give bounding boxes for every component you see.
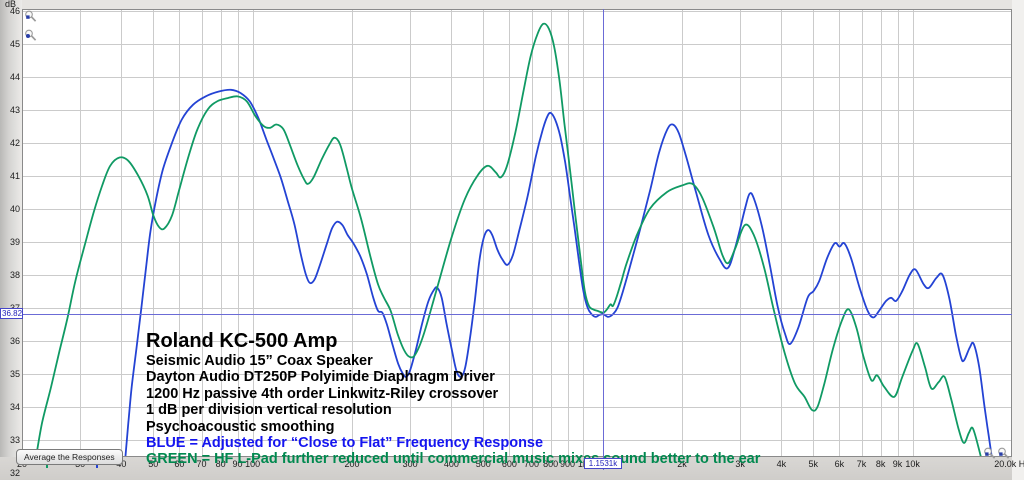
- annotation-line: Psychoacoustic smoothing: [146, 418, 335, 435]
- plot-border: [22, 9, 1012, 457]
- top-margin: [0, 0, 1024, 9]
- x-tick-label: 300: [402, 459, 418, 469]
- x-tick-label: 800: [543, 459, 559, 469]
- x-tick-label: 20.0k Hz: [994, 459, 1024, 469]
- y-tick-label: 43: [9, 104, 20, 115]
- blue-response-curve: [124, 88, 993, 457]
- x-tick-label: 9k: [892, 459, 903, 469]
- x-tick-label: 100: [245, 459, 261, 469]
- x-tick-label: 1k: [577, 459, 588, 469]
- magnifier-zoom-icon[interactable]: [24, 10, 38, 29]
- right-margin: [1012, 0, 1024, 480]
- y-tick-label: 37: [0, 303, 20, 313]
- x-tick-label: 7k: [856, 459, 867, 469]
- green-response-curve: [35, 22, 982, 457]
- magnifier-zoom-icon[interactable]: [24, 29, 38, 48]
- x-tick-label: 500: [475, 459, 491, 469]
- annotation-line: 1200 Hz passive 4th order Linkwitz-Riley…: [146, 385, 499, 402]
- x-tick-label: 600: [501, 459, 517, 469]
- x-tick-label: 6k: [834, 459, 845, 469]
- x-tick-label: 50: [148, 459, 159, 469]
- x-tick-label: 80: [215, 459, 226, 469]
- frequency-cursor-readout[interactable]: 1.1531k: [584, 458, 622, 469]
- y-tick-label: 44: [9, 71, 20, 82]
- db-cursor-readout[interactable]: 36.82: [0, 308, 23, 319]
- frequency-cursor-line[interactable]: [603, 9, 604, 470]
- average-responses-button[interactable]: Average the Responses: [16, 449, 123, 465]
- magnifier-zoom-icon[interactable]: [997, 447, 1011, 466]
- blue-axis-marker: [96, 463, 98, 468]
- y-tick-label: 41: [9, 170, 20, 181]
- y-tick-label: 42: [9, 137, 20, 148]
- x-tick-label: 900: [560, 459, 576, 469]
- x-tick-label: 60: [174, 459, 185, 469]
- annotation-line: Dayton Audio DT250P Polyimide Diaphragm …: [146, 369, 495, 386]
- green-axis-marker: [46, 463, 48, 468]
- y-tick-label: 36: [9, 335, 20, 346]
- annotation-line: GREEN = HF L-Pad further reduced until c…: [146, 451, 761, 468]
- y-tick-label: 45: [9, 38, 20, 49]
- y-tick-label: 39: [9, 236, 20, 247]
- x-tick-label: 200: [344, 459, 360, 469]
- y-axis-margin: [0, 0, 22, 480]
- x-tick-label: 700: [524, 459, 540, 469]
- db-cursor-line[interactable]: [22, 314, 1012, 315]
- x-tick-label: 2k: [677, 459, 687, 469]
- x-tick-label: 10k: [905, 459, 920, 469]
- x-tick-label: 5k: [808, 459, 819, 469]
- y-tick-label: 46: [9, 5, 20, 16]
- y-tick-label: 38: [9, 269, 20, 280]
- annotation-line: 1 dB per division vertical resolution: [146, 402, 392, 419]
- x-axis-strip: [0, 457, 1024, 480]
- annotation-line: BLUE = Adjusted for “Close to Flat” Freq…: [146, 435, 544, 452]
- plot-area[interactable]: [22, 9, 1012, 457]
- y-tick-label: 35: [9, 368, 20, 379]
- magnifier-zoom-icon[interactable]: [983, 447, 997, 466]
- x-tick-label: 8k: [875, 459, 886, 469]
- y-tick-label: 34: [9, 401, 20, 412]
- annotation-title: Roland KC-500 Amp: [146, 330, 338, 352]
- x-tick-label: 4k: [776, 459, 787, 469]
- x-tick-label: 90: [232, 459, 243, 469]
- annotation-line: Seismic Audio 15” Coax Speaker: [146, 353, 373, 369]
- x-tick-label: 400: [443, 459, 459, 469]
- x-tick-label: 70: [196, 459, 207, 469]
- y-tick-label: 40: [9, 203, 20, 214]
- y-tick-label: 32: [9, 467, 20, 478]
- y-axis-unit-label: dB: [5, 0, 17, 9]
- y-tick-label: 33: [9, 434, 20, 445]
- x-tick-label: 3k: [735, 459, 745, 469]
- annotation-block: Roland KC-500 Amp Seismic Audio 15” Coax …: [146, 330, 760, 468]
